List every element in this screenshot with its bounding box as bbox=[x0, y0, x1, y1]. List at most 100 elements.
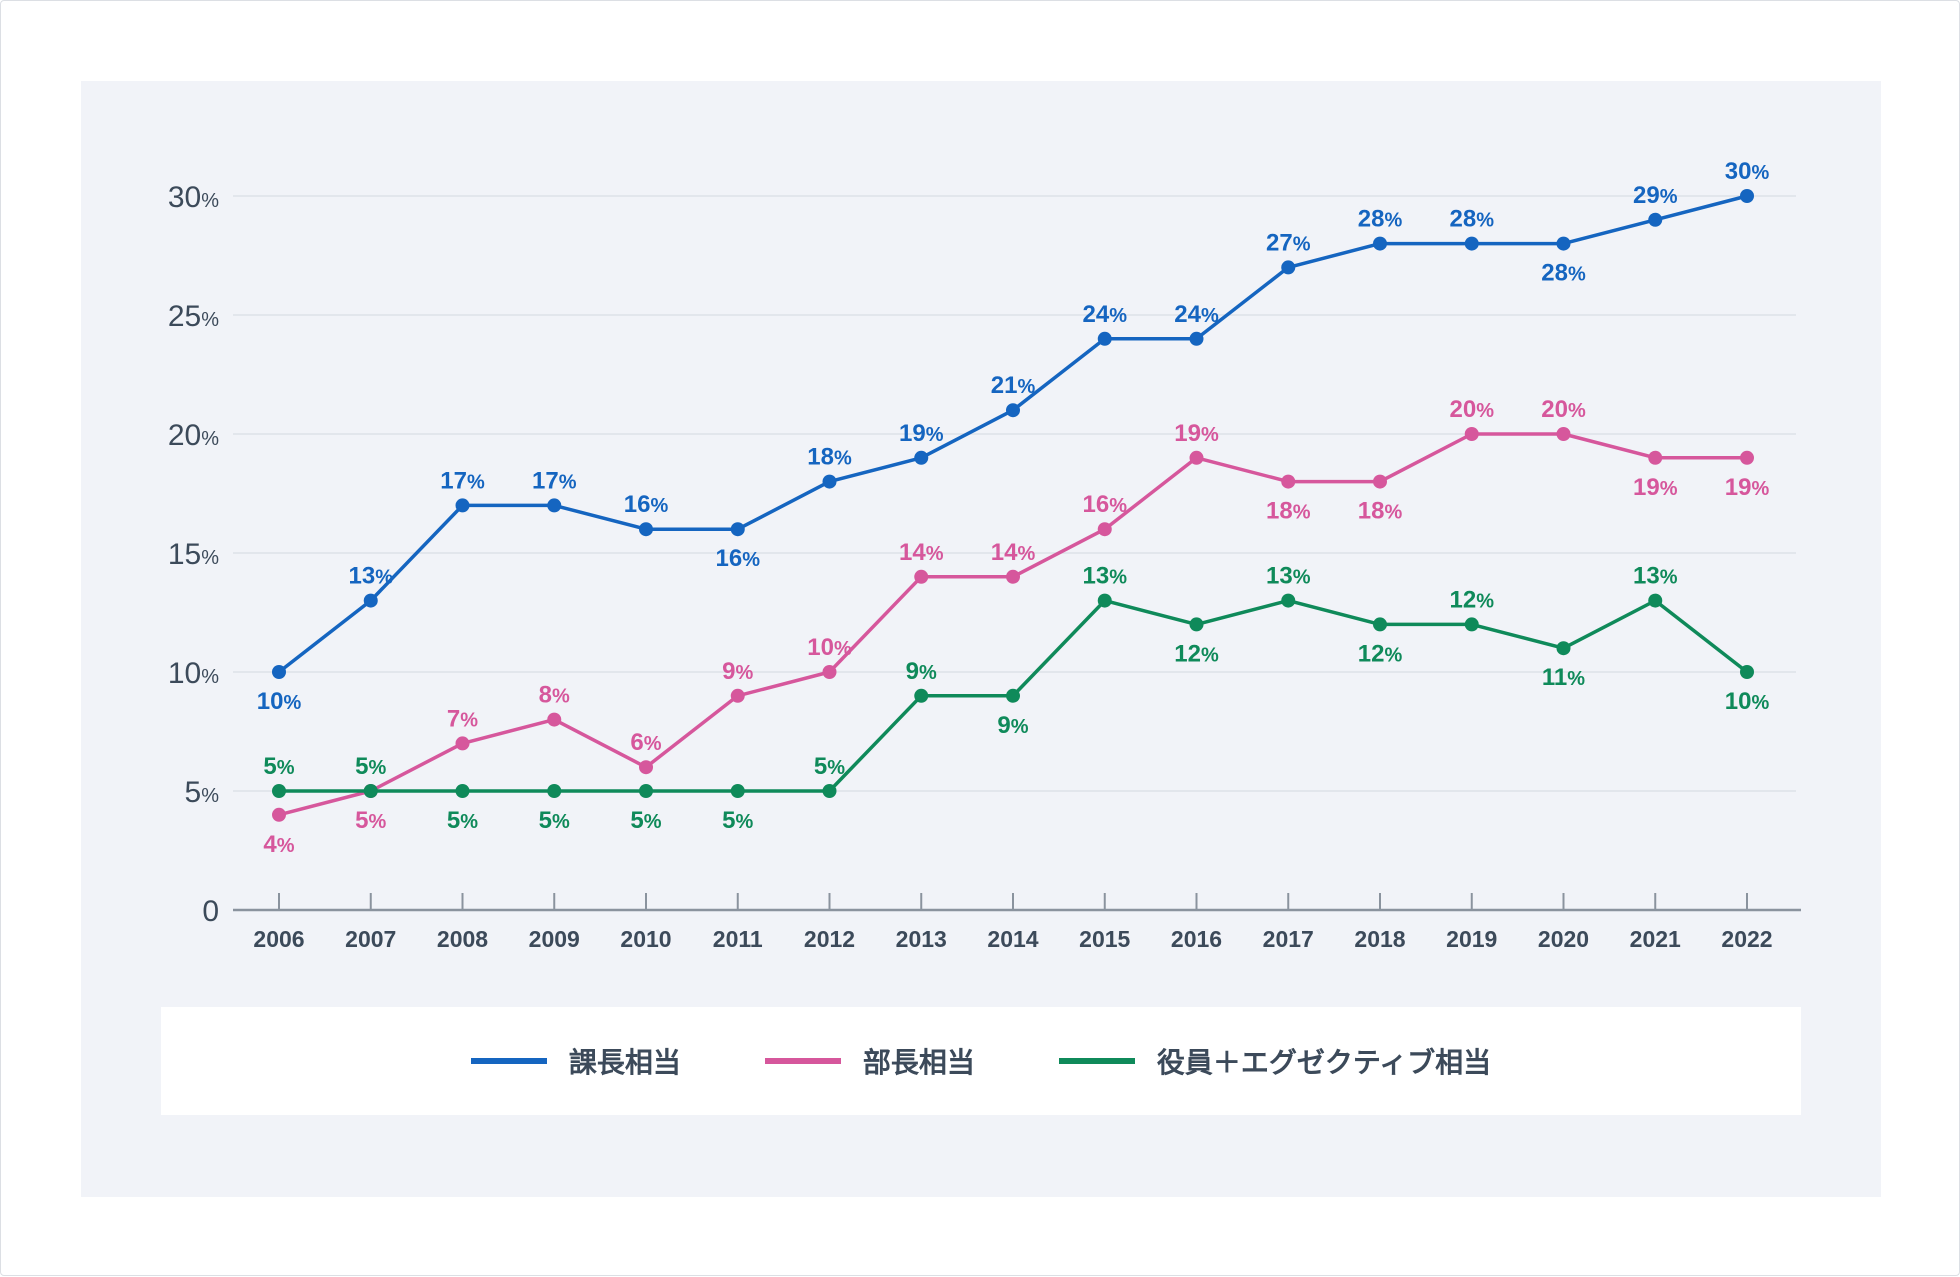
data-point bbox=[822, 784, 837, 798]
y-tick-label: 30% bbox=[168, 181, 219, 214]
x-tick-label: 2012 bbox=[804, 926, 855, 952]
legend-item: 部長相当 bbox=[764, 1041, 975, 1081]
data-point bbox=[1006, 569, 1020, 584]
data-label: 5% bbox=[630, 807, 661, 834]
data-label: 17% bbox=[532, 467, 577, 494]
data-label: 20% bbox=[1541, 396, 1586, 423]
legend-label: 部長相当 bbox=[862, 1047, 975, 1078]
data-point bbox=[1740, 450, 1754, 465]
data-label: 17% bbox=[440, 467, 485, 494]
data-label: 6% bbox=[630, 729, 661, 756]
y-tick-label: 15% bbox=[168, 538, 219, 571]
data-label: 30% bbox=[1725, 158, 1770, 185]
data-point bbox=[822, 474, 837, 489]
data-label: 27% bbox=[1266, 229, 1311, 256]
data-point bbox=[1556, 236, 1571, 251]
y-tick-label: 0 bbox=[202, 895, 219, 928]
data-label: 5% bbox=[447, 807, 478, 834]
y-tick-label: 10% bbox=[168, 657, 219, 690]
x-tick-label: 2019 bbox=[1446, 926, 1497, 952]
legend-swatch bbox=[1058, 1058, 1135, 1064]
data-label: 9% bbox=[906, 658, 937, 685]
data-label: 12% bbox=[1174, 640, 1219, 667]
y-tick-label: 5% bbox=[185, 776, 220, 809]
data-point bbox=[730, 784, 745, 798]
data-point bbox=[730, 522, 745, 537]
data-point bbox=[1006, 688, 1020, 703]
data-label: 13% bbox=[349, 563, 394, 590]
data-point bbox=[639, 522, 653, 537]
data-point bbox=[1281, 474, 1296, 489]
data-label: 12% bbox=[1450, 586, 1495, 613]
data-point bbox=[272, 807, 286, 822]
data-point bbox=[547, 498, 562, 513]
data-point bbox=[1189, 331, 1204, 346]
data-label: 28% bbox=[1358, 206, 1403, 233]
data-label: 10% bbox=[1725, 688, 1770, 715]
data-label: 20% bbox=[1450, 396, 1495, 423]
data-label: 18% bbox=[1358, 498, 1403, 525]
y-tick-label: 25% bbox=[168, 300, 219, 333]
data-point bbox=[363, 593, 378, 608]
data-point bbox=[1373, 617, 1387, 632]
data-label: 5% bbox=[539, 807, 570, 834]
x-tick-label: 2009 bbox=[529, 926, 580, 952]
data-label: 13% bbox=[1633, 563, 1678, 590]
data-label: 16% bbox=[716, 545, 761, 572]
data-point bbox=[1464, 236, 1479, 251]
data-point bbox=[455, 498, 470, 513]
data-point bbox=[363, 784, 378, 798]
data-label: 24% bbox=[1174, 301, 1219, 328]
data-label: 28% bbox=[1541, 260, 1586, 287]
data-label: 13% bbox=[1266, 563, 1311, 590]
data-label: 9% bbox=[722, 658, 753, 685]
series-line-2 bbox=[278, 432, 1747, 817]
data-point bbox=[639, 760, 653, 775]
legend-label: 課長相当 bbox=[568, 1047, 681, 1078]
data-point bbox=[455, 736, 470, 751]
data-point bbox=[1556, 427, 1571, 441]
legend-swatch bbox=[470, 1058, 547, 1064]
data-label: 28% bbox=[1450, 206, 1495, 233]
data-label: 4% bbox=[263, 831, 294, 858]
legend-item: 役員＋エグゼクティブ相当 bbox=[1058, 1041, 1492, 1081]
data-point bbox=[914, 450, 929, 465]
data-label: 5% bbox=[722, 807, 753, 834]
x-tick-label: 2022 bbox=[1721, 926, 1772, 952]
data-point bbox=[1740, 665, 1754, 679]
x-tick-label: 2011 bbox=[713, 926, 763, 952]
x-tick-label: 2015 bbox=[1079, 926, 1130, 952]
data-point bbox=[1648, 450, 1663, 465]
data-label: 11% bbox=[1542, 664, 1585, 691]
data-point bbox=[914, 569, 929, 584]
data-label: 14% bbox=[991, 539, 1036, 566]
data-point bbox=[1373, 236, 1387, 251]
data-label: 14% bbox=[899, 539, 944, 566]
data-label: 19% bbox=[1174, 420, 1219, 447]
x-tick-label: 2013 bbox=[896, 926, 947, 952]
data-point bbox=[1097, 522, 1112, 537]
data-point bbox=[547, 712, 562, 727]
data-point bbox=[1189, 617, 1204, 632]
data-point bbox=[1373, 474, 1387, 489]
legend-label: 役員＋エグゼクティブ相当 bbox=[1156, 1047, 1492, 1078]
data-label: 24% bbox=[1083, 301, 1128, 328]
data-label: 16% bbox=[1083, 491, 1128, 518]
data-point bbox=[547, 784, 562, 798]
data-label: 19% bbox=[1633, 474, 1678, 501]
x-tick-label: 2014 bbox=[987, 926, 1038, 952]
chart-legend: 課長相当 部長相当 役員＋エグゼクティブ相当 bbox=[161, 1007, 1801, 1115]
data-label: 8% bbox=[539, 682, 570, 709]
data-label: 9% bbox=[997, 712, 1028, 739]
data-point bbox=[1281, 260, 1296, 275]
x-tick-label: 2017 bbox=[1263, 926, 1314, 952]
data-point bbox=[1556, 641, 1571, 656]
data-label: 18% bbox=[1266, 498, 1311, 525]
legend-item: 課長相当 bbox=[470, 1041, 681, 1081]
data-label: 13% bbox=[1083, 563, 1128, 590]
data-point bbox=[1648, 593, 1663, 608]
data-point bbox=[730, 688, 745, 703]
data-label: 7% bbox=[447, 705, 478, 732]
data-point bbox=[822, 665, 837, 679]
